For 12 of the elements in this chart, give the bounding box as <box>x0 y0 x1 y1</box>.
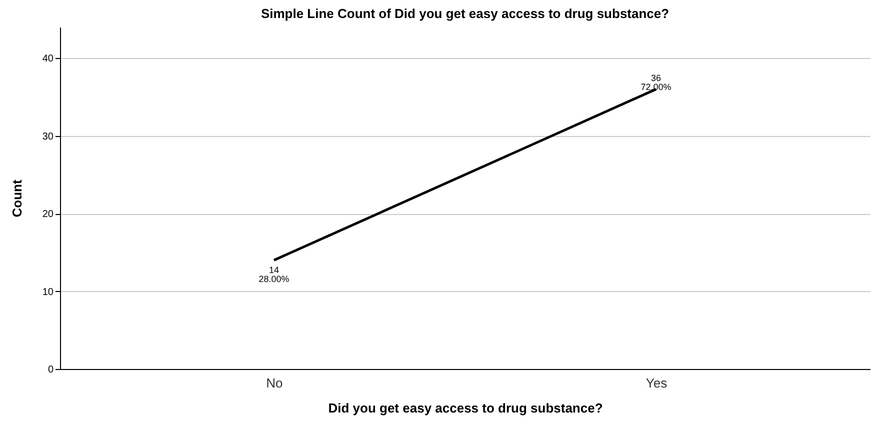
chart-title: Simple Line Count of Did you get easy access to drug substance? <box>260 6 670 21</box>
y-tick-label: 0 <box>48 364 54 376</box>
data-label: 36 72.00% <box>640 73 672 92</box>
y-tick-label: 40 <box>42 54 54 65</box>
x-axis-title: Did you get easy access to drug substance? <box>328 400 603 416</box>
y-tick-label: 10 <box>42 286 54 298</box>
y-tick-label: 30 <box>42 131 54 142</box>
x-tick-label: Yes <box>646 376 668 390</box>
y-axis-title: Count <box>9 179 24 218</box>
y-tick-label: 20 <box>42 209 54 220</box>
data-label: 14 28.00% <box>258 265 290 284</box>
x-tick-label: No <box>266 376 283 390</box>
